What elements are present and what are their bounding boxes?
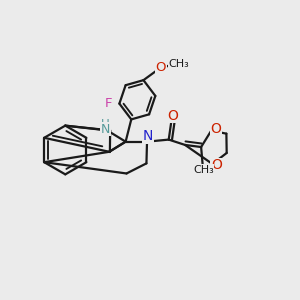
Text: CH₃: CH₃ (193, 165, 214, 175)
Text: O: O (167, 109, 178, 122)
Text: H: H (100, 118, 109, 131)
Text: F: F (105, 97, 113, 110)
Text: O: O (210, 122, 221, 136)
Text: O: O (211, 158, 222, 172)
Text: CH₃: CH₃ (168, 59, 189, 69)
Text: N: N (143, 129, 153, 143)
Text: N: N (101, 123, 110, 136)
Text: O: O (155, 61, 166, 74)
